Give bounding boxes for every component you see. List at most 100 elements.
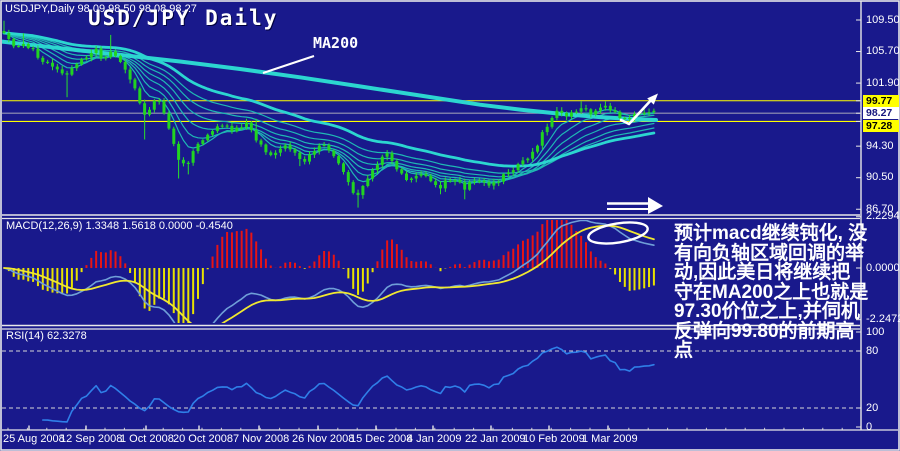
candle-body	[579, 108, 583, 112]
candle-body	[99, 48, 103, 59]
candle-body	[60, 69, 64, 74]
candle-body	[443, 180, 447, 189]
candle-body	[123, 62, 127, 70]
candle-body	[89, 53, 93, 58]
rsi-tick-label: 80	[866, 344, 879, 357]
candle-body	[283, 145, 287, 149]
candle-body	[7, 33, 11, 39]
candle-body	[594, 110, 598, 115]
ma200-line	[2, 39, 658, 122]
candle-body	[104, 57, 108, 59]
candle-body	[41, 57, 45, 62]
candle-body	[167, 113, 171, 129]
candle-body	[608, 105, 612, 111]
macd-tick-label: 2.2294	[866, 210, 900, 223]
candle-body	[642, 112, 646, 114]
candle-body	[215, 126, 219, 132]
candle-body	[278, 148, 282, 153]
date-tick-label: 4 Jan 2009	[407, 433, 462, 445]
candle-body	[327, 145, 331, 151]
date-tick-label: 26 Nov 2008	[292, 433, 355, 445]
candle-body	[439, 185, 442, 189]
candle-body	[497, 181, 501, 183]
rsi-tick-label: 0	[866, 420, 873, 433]
candle-body	[17, 46, 20, 48]
candle-body	[70, 68, 74, 75]
up-trend-arrow[interactable]	[619, 96, 655, 126]
candle-body	[211, 131, 214, 135]
candle-body	[623, 117, 627, 119]
candle-body	[220, 125, 224, 127]
candle-body	[599, 107, 602, 111]
candle-body	[346, 172, 350, 183]
candle-body	[565, 112, 569, 117]
candle-body	[405, 173, 408, 180]
macd-highlight-ellipse[interactable]	[587, 219, 649, 247]
macd-tick-label: 0.0000	[866, 261, 900, 274]
ema-ribbon-36	[3, 32, 655, 174]
up-trend-arrow-head	[647, 93, 658, 105]
candle-body	[337, 156, 341, 164]
candle-body	[477, 180, 481, 182]
candle-body	[453, 180, 457, 182]
candle-body	[555, 110, 559, 118]
rsi-line	[41, 346, 655, 423]
candle-body	[550, 118, 554, 127]
price-tick-label: 105.70	[866, 45, 900, 57]
date-tick-label: 25 Aug 2008	[3, 433, 65, 445]
price-tag-97.28: 97.28	[863, 119, 899, 132]
date-tick-label: 7 Nov 2008	[233, 433, 290, 445]
candle-body	[80, 59, 84, 65]
candle-body	[618, 111, 622, 118]
candle-body	[502, 174, 505, 182]
ma200-text-label[interactable]: MA200	[313, 34, 359, 52]
candle-body	[317, 145, 321, 152]
horizontal-level-lines[interactable]	[2, 100, 860, 122]
candle-body	[540, 132, 544, 146]
candle-body	[133, 79, 137, 89]
candle-body	[84, 57, 88, 60]
candle-body	[46, 61, 50, 63]
candle-body	[375, 164, 379, 171]
candle-body	[177, 143, 181, 160]
candle-body	[118, 55, 122, 62]
analysis-note-text: 预计macd继续钝化, 没 有向负轴区域回调的举 动,因此美日将继续把 守在MA…	[674, 223, 869, 361]
candle-body	[395, 161, 399, 170]
candle-body	[584, 108, 588, 110]
candle-body	[298, 152, 302, 159]
candle-body	[536, 145, 539, 152]
candle-body	[322, 145, 326, 147]
ma200-pointer-line[interactable]	[262, 55, 315, 74]
macd-indicator-label: MACD(12,26,9) 1.3348 1.5618 0.0000 -0.45…	[6, 220, 233, 232]
candle-body	[162, 101, 166, 114]
candle-body	[240, 127, 244, 129]
slow-ma-line	[2, 31, 656, 168]
candle-body	[254, 130, 258, 141]
price-tag-99.77: 99.77	[863, 94, 899, 107]
price-tag-98.27: 98.27	[863, 107, 899, 120]
candle-body	[186, 162, 190, 164]
candle-body	[380, 156, 384, 165]
date-tick-label: 12 Sep 2008	[60, 433, 123, 445]
candle-body	[463, 182, 467, 190]
symbol-quote-line: USDJPY,Daily 98.09 98.50 98.08 98.27	[5, 3, 197, 15]
candle-body	[181, 159, 185, 164]
candle-body	[293, 149, 297, 153]
candle-body	[65, 73, 69, 75]
price-tick-label: 86.70	[866, 202, 894, 215]
candle-body	[434, 181, 438, 185]
candle-body	[109, 51, 113, 57]
candle-body	[152, 100, 156, 110]
candle-body	[157, 100, 161, 102]
candle-body	[458, 180, 462, 183]
candle-body	[259, 140, 263, 145]
candle-body	[26, 43, 30, 48]
candle-body	[94, 48, 98, 53]
candle-body	[356, 192, 360, 196]
price-tick-label: 94.30	[866, 139, 894, 152]
candle-body	[303, 159, 307, 162]
